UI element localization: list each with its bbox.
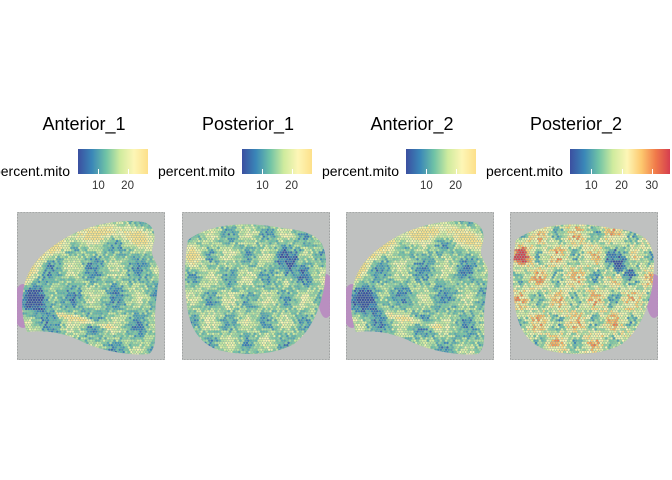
legend-tick-label: 20	[449, 180, 462, 192]
tissue-image	[17, 212, 165, 360]
panel-1: Anterior_1 percent.mito 10 20	[0, 0, 168, 480]
legend-colorbar	[570, 149, 670, 174]
tissue-image	[346, 212, 494, 360]
panel-title: Posterior_1	[201, 114, 295, 134]
panel-4: Posterior_2 percent.mito 10 20 30	[486, 0, 670, 480]
tissue-image	[182, 212, 330, 360]
legend-colorbar	[406, 149, 476, 174]
panel-3: Anterior_2 percent.mito 10 20	[322, 0, 496, 480]
legend-tick-label: 20	[285, 180, 298, 192]
legend-tick-mark	[127, 169, 129, 174]
panel-2: Posterior_1 percent.mito 10 20	[158, 0, 332, 480]
legend-tick-mark	[262, 169, 264, 174]
legend-title: percent.mito	[0, 163, 70, 179]
legend-tick-label: 30	[645, 180, 659, 192]
legend-tick-mark	[455, 169, 457, 174]
legend-tick-mark	[291, 169, 293, 174]
legend-tick-label: 20	[121, 180, 134, 192]
legend-tick-label: 10	[420, 180, 433, 192]
legend-title: percent.mito	[321, 163, 399, 179]
panel-title: Anterior_1	[42, 114, 126, 134]
tissue-image	[510, 212, 658, 360]
legend-tick-label: 10	[256, 180, 269, 192]
legend-tick-label: 10	[584, 180, 598, 192]
legend-tick-label: 10	[92, 180, 105, 192]
legend-tick-mark	[621, 169, 623, 174]
legend-tick-mark	[651, 169, 653, 174]
legend-tick-label: 20	[615, 180, 628, 192]
legend-title: percent.mito	[157, 163, 235, 179]
panel-title: Posterior_2	[529, 114, 623, 134]
legend-tick-mark	[426, 169, 428, 174]
panel-title: Anterior_2	[370, 114, 454, 134]
legend-colorbar	[242, 149, 312, 174]
legend-tick-mark	[591, 169, 593, 174]
legend-tick-mark	[98, 169, 100, 174]
legend-colorbar	[78, 149, 148, 174]
legend-title: percent.mito	[485, 163, 563, 179]
